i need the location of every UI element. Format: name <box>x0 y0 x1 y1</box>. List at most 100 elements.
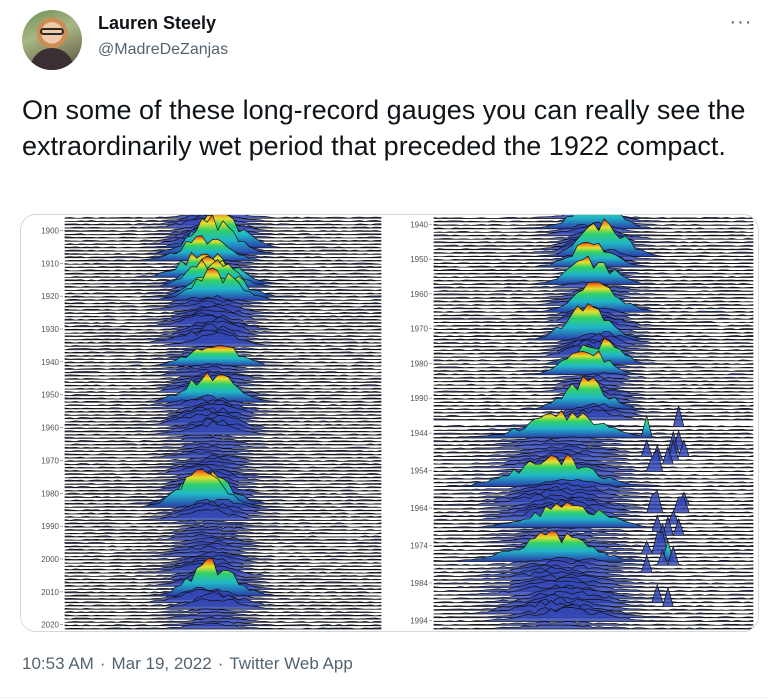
ridge-1972 <box>64 460 382 469</box>
ridge-1991 <box>64 526 382 531</box>
ridge-2020 <box>64 620 382 627</box>
ridge-1996 <box>433 409 754 421</box>
y-tick-label: 1980 <box>41 489 59 498</box>
tweet-date[interactable]: Mar 19, 2022 <box>111 654 212 673</box>
ridge-1997 <box>64 542 382 551</box>
ridge-1980 <box>433 337 754 365</box>
y-tick-label: 1990 <box>410 394 428 403</box>
ridge-1988 <box>433 586 754 600</box>
ridge-1963 <box>433 491 754 506</box>
avatar-shirt <box>30 48 74 70</box>
ridge-1942 <box>64 363 382 370</box>
ridge-1922 <box>64 294 382 305</box>
ridge-1949 <box>433 218 754 258</box>
ridge-1971 <box>433 515 754 537</box>
ridge-1974 <box>433 539 754 547</box>
ridge-2015 <box>64 598 382 610</box>
ridge-1993 <box>433 375 754 410</box>
ridge-1977 <box>433 339 754 355</box>
ridge-2012 <box>64 586 382 600</box>
ridge-1965 <box>433 490 754 514</box>
ridge-1984 <box>64 468 382 508</box>
ridge-1983 <box>433 570 754 581</box>
ridge-1970 <box>64 454 382 462</box>
ridge-1945 <box>433 409 754 439</box>
tweet-time[interactable]: 10:53 AM <box>22 654 94 673</box>
ridge-2021 <box>64 623 382 630</box>
y-tick-label: 1910 <box>41 259 59 268</box>
ridge-1943 <box>64 365 382 374</box>
ridge-1993 <box>64 531 382 538</box>
ridge-1958 <box>433 454 754 488</box>
y-tick-label: 1940 <box>410 220 428 229</box>
y-tick-label: 1900 <box>41 226 59 235</box>
y-tick-label: 1950 <box>410 255 428 264</box>
ridge-1984 <box>433 573 754 585</box>
ridge-2003 <box>64 559 382 571</box>
ridge-1972 <box>433 533 754 540</box>
ridge-1964 <box>64 437 382 443</box>
ridge-1996 <box>64 540 382 548</box>
ridge-1980 <box>433 559 754 570</box>
ridge-1983 <box>433 350 754 376</box>
y-tick-label: 1970 <box>41 456 59 465</box>
ridge-1962 <box>64 420 382 436</box>
ridge-1986 <box>64 500 382 515</box>
y-tick-label: 1974 <box>410 541 428 550</box>
divider <box>0 697 768 698</box>
y-tick-label: 2020 <box>41 621 59 630</box>
ridge-1947 <box>433 438 754 446</box>
y-tick-label: 1984 <box>410 579 428 588</box>
ridge-1993 <box>433 604 754 619</box>
y-tick-label: 1954 <box>410 467 428 476</box>
ridge-1992 <box>433 600 754 615</box>
ridge-1957 <box>433 255 754 285</box>
ridge-1990 <box>64 522 382 528</box>
ridge-1917 <box>64 258 382 288</box>
ridge-2011 <box>64 558 382 597</box>
ridge-1960 <box>433 482 754 495</box>
ridge-1995 <box>64 537 382 544</box>
ridge-2014 <box>64 592 382 607</box>
ridge-1965 <box>64 440 382 446</box>
ridge-1950 <box>433 439 754 458</box>
ridge-1971 <box>64 457 382 466</box>
ridge-1986 <box>433 580 754 592</box>
ridge-1966 <box>433 502 754 517</box>
y-tick-label: 1920 <box>41 292 59 301</box>
ridge-1935 <box>64 331 382 347</box>
tweet-source[interactable]: Twitter Web App <box>229 654 353 673</box>
more-options-icon[interactable]: ··· <box>729 10 753 33</box>
ridge-1959 <box>433 479 754 491</box>
y-tick-label: 1990 <box>41 522 59 531</box>
display-name[interactable]: Lauren Steely <box>98 13 217 33</box>
ridge-1964 <box>433 496 754 510</box>
ridge-1966 <box>64 442 382 449</box>
ridge-1998 <box>64 545 382 554</box>
avatar[interactable] <box>22 10 82 70</box>
tweet-text: On some of these long-record gauges you … <box>22 95 746 161</box>
y-tick-label: 1944 <box>410 429 428 438</box>
y-tick-label: 2010 <box>41 588 59 597</box>
ridgeline-charts: 1900 1910 1920 1930 1940 1950 1960 1970 1980 1990… <box>21 215 758 631</box>
ridge-1909 <box>64 235 382 262</box>
user-handle[interactable]: @MadreDeZanjas <box>98 41 229 58</box>
y-tick-label: 1960 <box>410 290 428 299</box>
ridge-1921 <box>64 267 382 301</box>
ridge-1992 <box>64 528 382 535</box>
ridge-1981 <box>433 553 754 574</box>
ridge-1982 <box>433 566 754 577</box>
ridge-1995 <box>433 621 754 626</box>
avatar-glasses <box>40 28 64 35</box>
ridge-1968 <box>64 449 382 456</box>
ridge-1953 <box>64 394 382 406</box>
y-tick-label: 1960 <box>41 424 59 433</box>
ridge-1941 <box>433 215 754 230</box>
ridge-1973 <box>64 463 382 472</box>
tweet-image[interactable]: 1900 1910 1920 1930 1940 1950 1960 1970 1980 1990… <box>20 214 759 632</box>
y-tick-label: 1980 <box>410 359 428 368</box>
ridge-1969 <box>433 501 754 529</box>
ridge-1965 <box>433 281 754 313</box>
ridge-1973 <box>433 303 754 341</box>
ridge-1979 <box>433 544 754 566</box>
